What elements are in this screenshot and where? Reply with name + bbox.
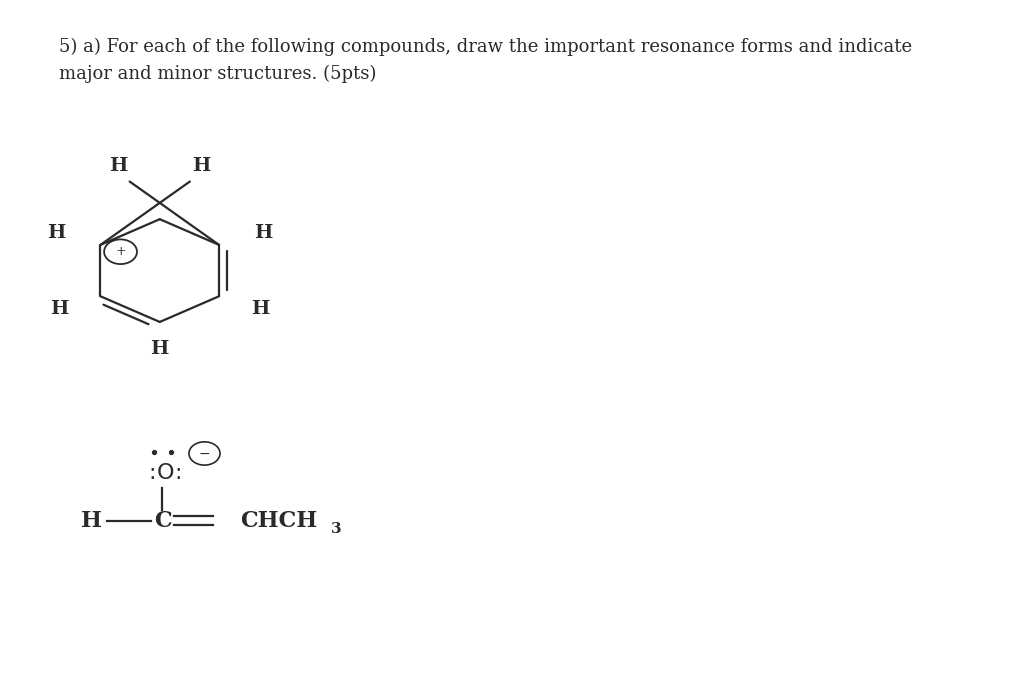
Text: H: H bbox=[81, 510, 101, 532]
Text: +: + bbox=[116, 245, 126, 258]
Text: −: − bbox=[199, 447, 210, 460]
Text: H: H bbox=[50, 299, 69, 318]
Text: 3: 3 bbox=[331, 522, 341, 536]
Text: 5) a) For each of the following compounds, draw the important resonance forms an: 5) a) For each of the following compound… bbox=[59, 38, 912, 83]
Text: H: H bbox=[110, 157, 128, 175]
Text: H: H bbox=[254, 223, 272, 242]
Text: H: H bbox=[47, 223, 66, 242]
Text: $\mathrm{:\!O\!:}$: $\mathrm{:\!O\!:}$ bbox=[143, 462, 181, 484]
Text: CHCH: CHCH bbox=[240, 510, 317, 532]
Text: H: H bbox=[151, 340, 169, 358]
Text: H: H bbox=[251, 299, 269, 318]
Text: C: C bbox=[154, 510, 171, 532]
Text: H: H bbox=[191, 157, 210, 175]
